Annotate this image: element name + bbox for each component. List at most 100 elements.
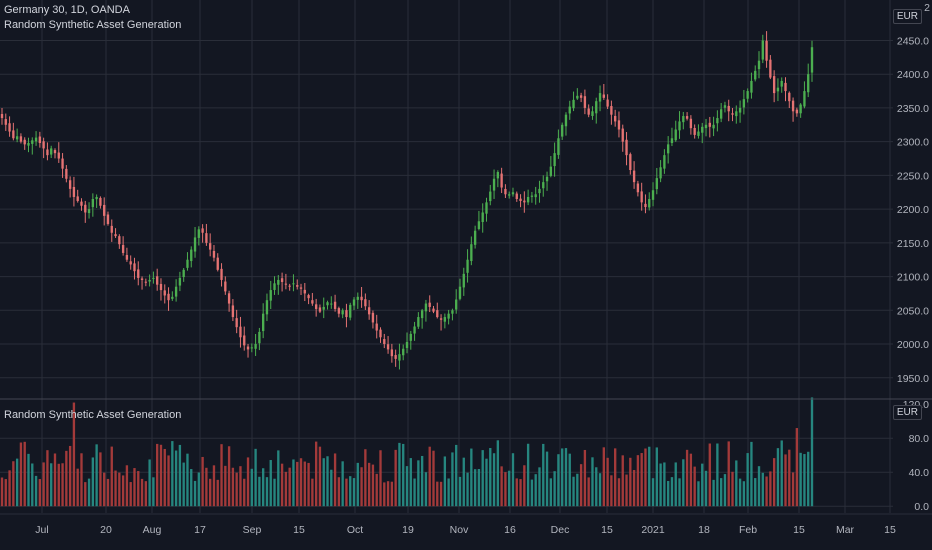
volume-bar (220, 444, 223, 507)
volume-bar (591, 457, 594, 507)
volume-bar (644, 448, 647, 507)
volume-bar (53, 453, 57, 507)
volume-bar (99, 452, 102, 507)
candle-body (227, 293, 231, 304)
candle-body (697, 131, 700, 136)
candle-body (587, 108, 590, 115)
volume-bar (318, 446, 322, 507)
candle-body (780, 80, 783, 87)
candle-body (296, 285, 299, 287)
candle-body (572, 99, 575, 109)
candle-body (519, 198, 522, 202)
main-indicator-label[interactable]: Random Synthetic Asset Generation (4, 19, 182, 31)
volume-bar (576, 473, 579, 507)
currency-badge-sub[interactable]: EUR (892, 405, 922, 420)
symbol-title[interactable]: Germany 30, 1D, OANDA (4, 4, 130, 16)
candle-body (277, 279, 280, 285)
volume-bar (640, 453, 643, 507)
volume-bar (390, 481, 394, 507)
time-tick-label: Sep (243, 524, 262, 536)
volume-bar (598, 473, 602, 507)
candle-body (617, 120, 621, 130)
price-tick-label: 2150.0 (897, 238, 929, 250)
volume-bar (129, 482, 132, 507)
volume-bar (265, 477, 269, 507)
volume-bar (250, 468, 253, 507)
candle-body (424, 303, 428, 312)
currency-badge-main[interactable]: EUR (892, 9, 922, 24)
candle-body (356, 296, 359, 300)
volume-bar (95, 444, 98, 507)
volume-bar (0, 477, 4, 507)
volume-bar (511, 453, 515, 507)
volume-bar (182, 462, 185, 507)
volume-bar (330, 469, 333, 507)
volume-bar (398, 442, 401, 507)
candle-body (345, 310, 348, 318)
volume-bar (738, 478, 742, 507)
candle-body (303, 289, 306, 294)
volume-bars-layer (0, 397, 814, 507)
candle-body (273, 283, 276, 290)
volume-bar (769, 471, 772, 507)
volume-bar (678, 478, 681, 507)
candle-body (80, 201, 83, 206)
volume-bar (167, 455, 170, 507)
candle-body (614, 115, 617, 122)
volume-bar (803, 454, 806, 507)
time-tick-label: Mar (836, 524, 855, 536)
volume-bar (239, 466, 242, 507)
volume-tick-label: 0.0 (914, 501, 929, 513)
volume-bar (523, 465, 526, 507)
candle-body (125, 254, 129, 260)
volume-bar (76, 468, 79, 507)
candle-body (810, 47, 814, 73)
candle-body (186, 259, 189, 268)
candle-body (462, 273, 465, 288)
volume-bar (693, 466, 696, 507)
candle-body (735, 111, 738, 117)
volume-bar (572, 476, 575, 507)
candle-body (118, 236, 121, 245)
candle-body (447, 313, 450, 319)
volume-bar (723, 474, 727, 507)
volume-bar (311, 478, 314, 507)
candle-body (663, 155, 666, 169)
volume-bar (227, 446, 231, 507)
sub-indicator-label[interactable]: Random Synthetic Asset Generation (4, 409, 182, 421)
price-tick-label: 2050.0 (897, 305, 929, 317)
candle-body (788, 92, 791, 102)
candle-body (197, 229, 200, 238)
candle-body (379, 329, 382, 338)
candle-body (68, 180, 72, 189)
volume-bar (636, 455, 640, 507)
volume-bar (19, 442, 23, 507)
candle-body (648, 199, 651, 208)
volume-bar (632, 470, 636, 507)
candle-body (678, 121, 681, 131)
volume-bar (140, 478, 144, 507)
candle-body (659, 167, 662, 179)
time-tick-label: 15 (293, 524, 305, 536)
volume-bar (314, 441, 318, 507)
volume-bar (114, 470, 117, 507)
candle-body (152, 277, 155, 279)
volume-bar (496, 440, 500, 507)
volume-bar (284, 471, 288, 507)
volume-bar (561, 448, 564, 507)
volume-bar (34, 475, 38, 507)
candle-body (182, 269, 185, 278)
candles-layer (0, 31, 814, 370)
volume-bar (651, 478, 655, 507)
volume-bar (27, 453, 30, 507)
volume-bar (364, 449, 367, 507)
price-tick-label: 2200.0 (897, 204, 929, 216)
volume-bar (583, 449, 587, 507)
volume-bar (621, 455, 624, 507)
candle-body (769, 59, 772, 78)
candle-body (716, 118, 719, 124)
candle-body (772, 76, 776, 94)
time-tick-label: Dec (551, 524, 570, 536)
volume-bar (159, 444, 163, 507)
